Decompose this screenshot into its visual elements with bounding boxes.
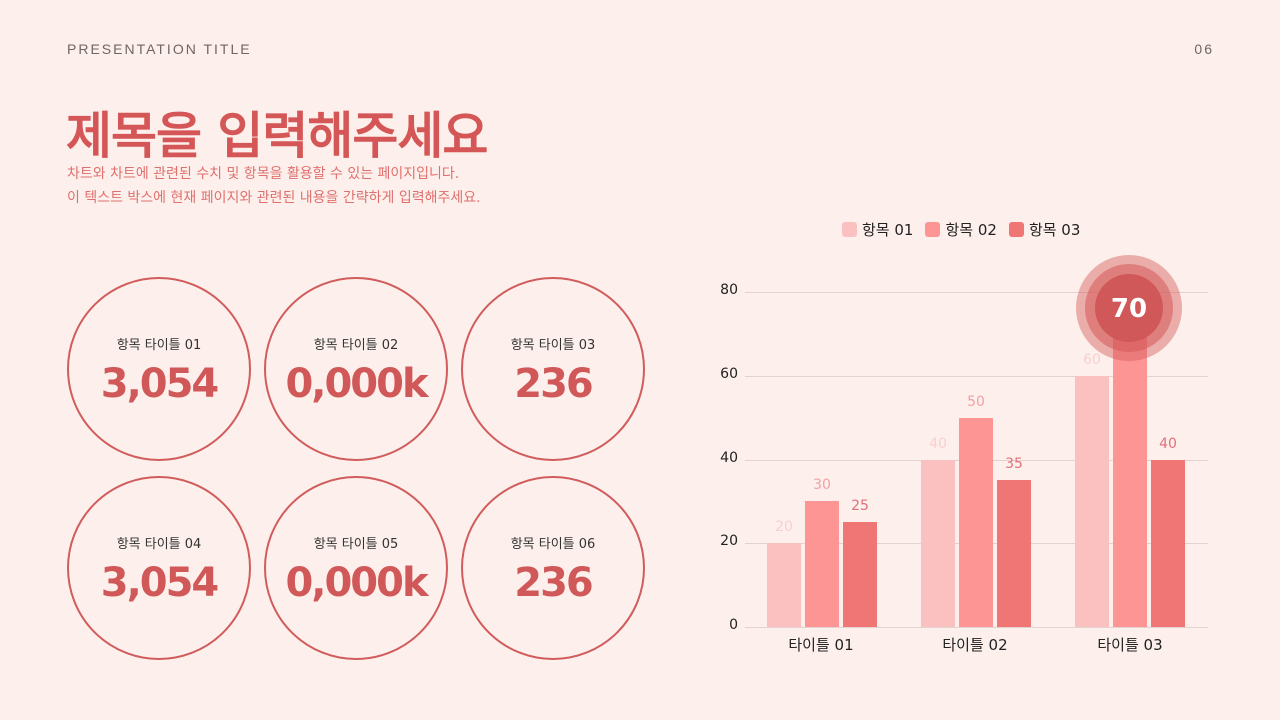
y-tick: 20 [720,533,738,549]
legend-item: 항목 02 [925,219,997,240]
bar-value-label: 25 [851,498,869,515]
bar-value-label: 35 [1005,456,1023,473]
bar [1075,375,1109,627]
bar-chart: 80 60 40 20 0 20 30 25 40 50 35 60 40 타이틀 01 타이… [700,255,1220,670]
bar-value-label: 30 [813,477,831,494]
y-tick: 60 [720,366,738,382]
description: 차트와 차트에 관련된 수치 및 항목을 활용할 수 있는 페이지입니다. 이 … [67,162,481,210]
x-label: 타이틀 01 [788,636,854,654]
stat-value: 236 [514,560,594,606]
y-tick: 80 [720,282,738,298]
legend-label: 항목 02 [945,221,997,239]
stat-label: 항목 타이틀 01 [116,338,202,353]
bar [805,501,839,627]
description-line: 이 텍스트 박스에 현재 페이지와 관련된 내용을 간략하게 입력해주세요. [67,190,481,206]
bar-value-label: 20 [775,519,793,536]
legend-item: 항목 01 [842,219,913,240]
page-number: 06 [1194,41,1214,57]
stat-label: 항목 타이틀 02 [313,338,399,353]
stat-value: 3,054 [100,560,220,606]
stat-value: 0,000k [285,361,428,407]
stat-circle: 항목 타이틀 02 0,000k [264,277,448,461]
legend-swatch [842,222,857,237]
legend-label: 항목 03 [1028,221,1081,239]
y-tick: 0 [729,617,738,633]
bar [767,543,801,627]
legend-swatch [1008,222,1024,237]
x-label: 타이틀 02 [942,636,1008,654]
presentation-title: PRESENTATION TITLE [67,41,252,57]
stat-circle: 항목 타이틀 01 3,054 [67,277,251,461]
bar-value-label: 40 [1159,435,1177,452]
stat-circle: 항목 타이틀 04 3,054 [67,476,251,660]
stat-value: 0,000k [285,560,428,606]
bar [1113,333,1147,627]
bar [997,480,1031,627]
stat-value: 236 [514,361,594,407]
page-title: 제목을 입력해주세요 [66,107,488,165]
gridline [745,292,1208,293]
highlight-value: 70 [1110,294,1148,324]
bar [959,417,993,627]
stat-label: 항목 타이틀 05 [313,537,399,552]
bar-value-label: 60 [1083,351,1101,368]
stat-circle: 항목 타이틀 03 236 [461,277,645,461]
stat-value: 3,054 [100,361,220,407]
bar [843,522,877,627]
gridline [745,627,1208,628]
bar-value-label: 40 [929,435,947,452]
legend-item: 항목 03 [1008,219,1081,240]
legend-label: 항목 01 [862,221,914,239]
y-tick: 40 [720,450,738,466]
gridline [745,376,1208,377]
stat-label: 항목 타이틀 04 [116,537,202,552]
description-line: 차트와 차트에 관련된 수치 및 항목을 활용할 수 있는 페이지입니다. [67,166,460,182]
stat-circle: 항목 타이틀 05 0,000k [264,476,448,660]
stat-label: 항목 타이틀 03 [510,338,596,353]
x-label: 타이틀 03 [1097,636,1163,654]
chart-legend: 항목 01 항목 02 항목 03 [842,219,1080,240]
legend-swatch [925,222,941,237]
stat-circle: 항목 타이틀 06 236 [461,476,645,660]
stat-label: 항목 타이틀 06 [510,537,596,552]
highlight-bubble: 70 [1076,255,1182,361]
bar [1151,459,1185,627]
bar-value-label: 50 [967,393,985,410]
bar [921,459,955,627]
